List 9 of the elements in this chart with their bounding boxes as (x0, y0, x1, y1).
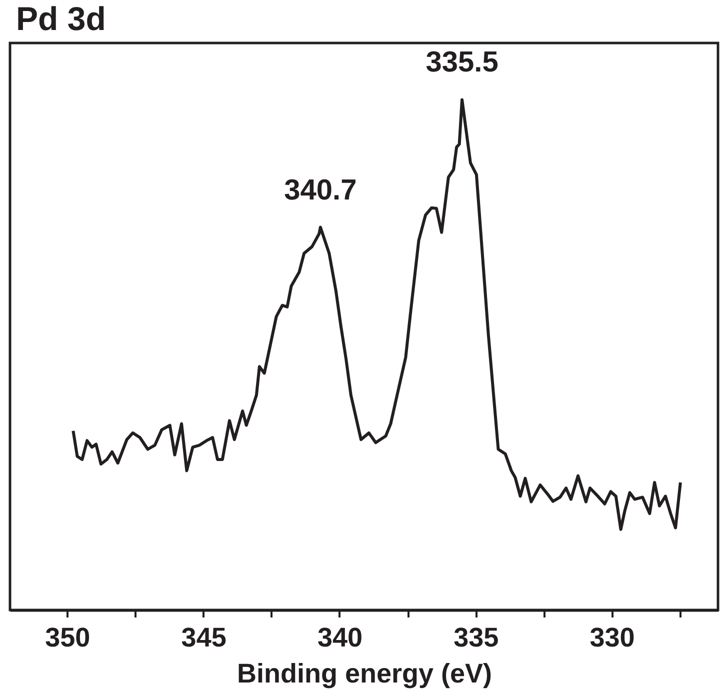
x-tick-label: 330 (590, 622, 635, 652)
x-tick-label: 335 (454, 622, 499, 652)
x-tick-label: 340 (317, 622, 363, 652)
chart-title: Pd 3d (16, 0, 106, 37)
x-tick-label: 350 (45, 622, 90, 652)
annotation: 340.7 (284, 174, 357, 206)
x-axis-title: Binding energy (eV) (236, 658, 492, 688)
x-tick-label: 345 (181, 622, 226, 652)
annotation: 335.5 (426, 46, 498, 79)
